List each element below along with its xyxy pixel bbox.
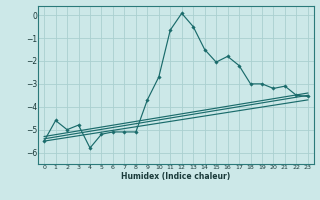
X-axis label: Humidex (Indice chaleur): Humidex (Indice chaleur) — [121, 172, 231, 181]
